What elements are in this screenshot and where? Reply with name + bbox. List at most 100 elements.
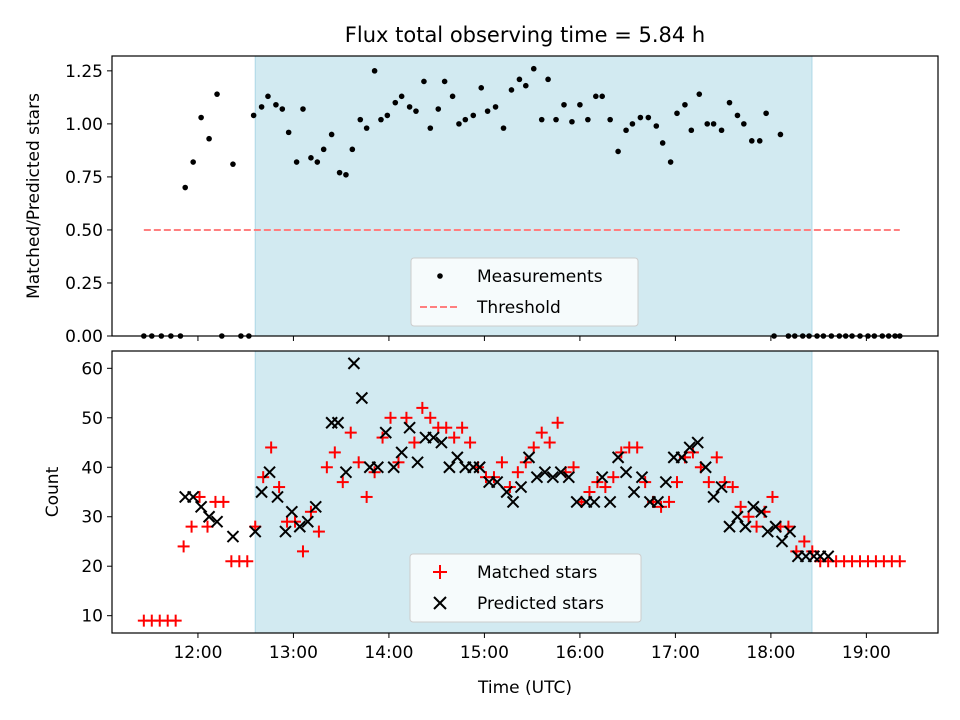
predicted-star-point bbox=[562, 470, 575, 484]
predicted-star-point bbox=[309, 500, 322, 514]
measurement-point bbox=[258, 104, 265, 110]
matched-star-point bbox=[265, 441, 278, 454]
measurement-point bbox=[599, 93, 605, 100]
measurement-point bbox=[456, 121, 462, 127]
predicted-star-point bbox=[675, 451, 688, 464]
matched-star-point bbox=[273, 481, 286, 494]
predicted-star-point bbox=[651, 495, 665, 509]
predicted-star-point bbox=[588, 495, 601, 509]
measurement-point bbox=[320, 146, 327, 153]
bottom-y-ticks: 10 20 30 40 50 60 bbox=[81, 359, 112, 627]
measurement-point bbox=[569, 118, 575, 125]
matched-star-point bbox=[798, 535, 811, 548]
bottom-data-marks bbox=[137, 357, 906, 627]
measurement-point bbox=[538, 116, 545, 123]
matched-star-point bbox=[607, 471, 620, 484]
matched-star-point bbox=[169, 614, 182, 627]
matched-star-point bbox=[440, 421, 453, 434]
measurement-point bbox=[718, 127, 725, 134]
predicted-star-point bbox=[747, 500, 760, 514]
predicted-star-point bbox=[699, 461, 712, 474]
top-y-tick-label: 0.25 bbox=[65, 274, 103, 294]
matched-star-point bbox=[336, 476, 349, 489]
top-legend-box bbox=[410, 257, 639, 327]
matched-star-point bbox=[241, 555, 254, 568]
measurement-point bbox=[629, 121, 636, 127]
predicted-star-point bbox=[530, 470, 544, 484]
matched-star-point bbox=[726, 481, 739, 494]
legend-measurements-label: Measurements bbox=[477, 267, 603, 287]
predicted-star-point bbox=[627, 485, 641, 499]
top-y-tick-label: 1.00 bbox=[65, 115, 103, 135]
measurement-point bbox=[696, 91, 703, 97]
matched-star-point bbox=[631, 441, 644, 454]
measurement-point bbox=[688, 127, 695, 134]
bottom-y-tick-label: 60 bbox=[81, 359, 103, 379]
predicted-star-point bbox=[570, 495, 583, 509]
predicted-star-point bbox=[731, 510, 744, 523]
measurement-point bbox=[508, 87, 515, 93]
measurement-point bbox=[462, 116, 469, 123]
measurement-point bbox=[645, 114, 652, 121]
matched-star-point bbox=[710, 451, 723, 464]
matched-star-point bbox=[702, 476, 715, 489]
predicted-star-point bbox=[210, 515, 224, 528]
measurement-point bbox=[704, 121, 711, 127]
measurement-point bbox=[553, 116, 559, 123]
bottom-legend: Matched stars Predicted stars bbox=[409, 553, 642, 623]
measurement-point bbox=[530, 65, 537, 72]
measurement-point bbox=[726, 99, 733, 106]
top-y-tick-label: 0.50 bbox=[65, 221, 103, 241]
x-tick-label: 15:00 bbox=[460, 643, 509, 663]
matched-star-point bbox=[511, 466, 524, 479]
x-tick-label: 18:00 bbox=[746, 643, 795, 663]
matched-star-point bbox=[750, 520, 763, 533]
predicted-star-point bbox=[546, 470, 560, 484]
predicted-star-point bbox=[387, 461, 400, 474]
measurement-point bbox=[763, 110, 769, 117]
matched-star-point bbox=[344, 426, 357, 439]
measurement-point bbox=[435, 106, 442, 112]
predicted-star-point bbox=[379, 426, 392, 439]
measurement-point bbox=[336, 169, 343, 176]
bottom-y-tick-label: 20 bbox=[81, 557, 103, 577]
predicted-star-point bbox=[775, 535, 789, 548]
matched-star-point bbox=[360, 490, 373, 503]
measurement-point bbox=[214, 91, 220, 97]
bottom-y-tick-label: 30 bbox=[81, 508, 103, 528]
measurement-point bbox=[230, 161, 236, 167]
legend-matched-stars-marker bbox=[433, 565, 447, 579]
matched-star-point bbox=[177, 540, 190, 553]
predicted-star-point bbox=[755, 505, 768, 518]
matched-star-point bbox=[670, 476, 683, 489]
predicted-star-point bbox=[226, 530, 240, 543]
predicted-star-point bbox=[723, 520, 736, 533]
x-tick-label: 16:00 bbox=[555, 643, 604, 663]
matched-star-point bbox=[400, 411, 413, 424]
predicted-star-point bbox=[538, 466, 552, 479]
measurement-point bbox=[279, 106, 286, 112]
measurement-point bbox=[198, 114, 204, 121]
measurement-point bbox=[585, 116, 591, 123]
measurement-point bbox=[314, 159, 321, 165]
measurement-point bbox=[206, 135, 212, 142]
measurement-point bbox=[500, 125, 507, 131]
bottom-y-axis-label: Count bbox=[43, 466, 63, 517]
measurement-point bbox=[593, 93, 599, 100]
predicted-star-point bbox=[301, 515, 314, 528]
measurement-point bbox=[441, 78, 448, 85]
x-tick-label: 17:00 bbox=[651, 643, 700, 663]
measurement-point bbox=[357, 116, 364, 123]
predicted-star-point bbox=[411, 456, 424, 469]
bottom-legend-box bbox=[409, 553, 642, 623]
matched-star-point bbox=[384, 411, 397, 424]
bottom-y-tick-label: 40 bbox=[81, 458, 103, 478]
measurement-point bbox=[545, 76, 551, 83]
measurement-point bbox=[343, 171, 349, 178]
matched-star-point bbox=[893, 555, 906, 568]
matched-star-point bbox=[328, 446, 341, 459]
predicted-star-point bbox=[347, 357, 361, 370]
measurement-point bbox=[756, 138, 763, 144]
x-tick-label: 14:00 bbox=[364, 643, 413, 663]
predicted-star-point bbox=[739, 520, 752, 533]
